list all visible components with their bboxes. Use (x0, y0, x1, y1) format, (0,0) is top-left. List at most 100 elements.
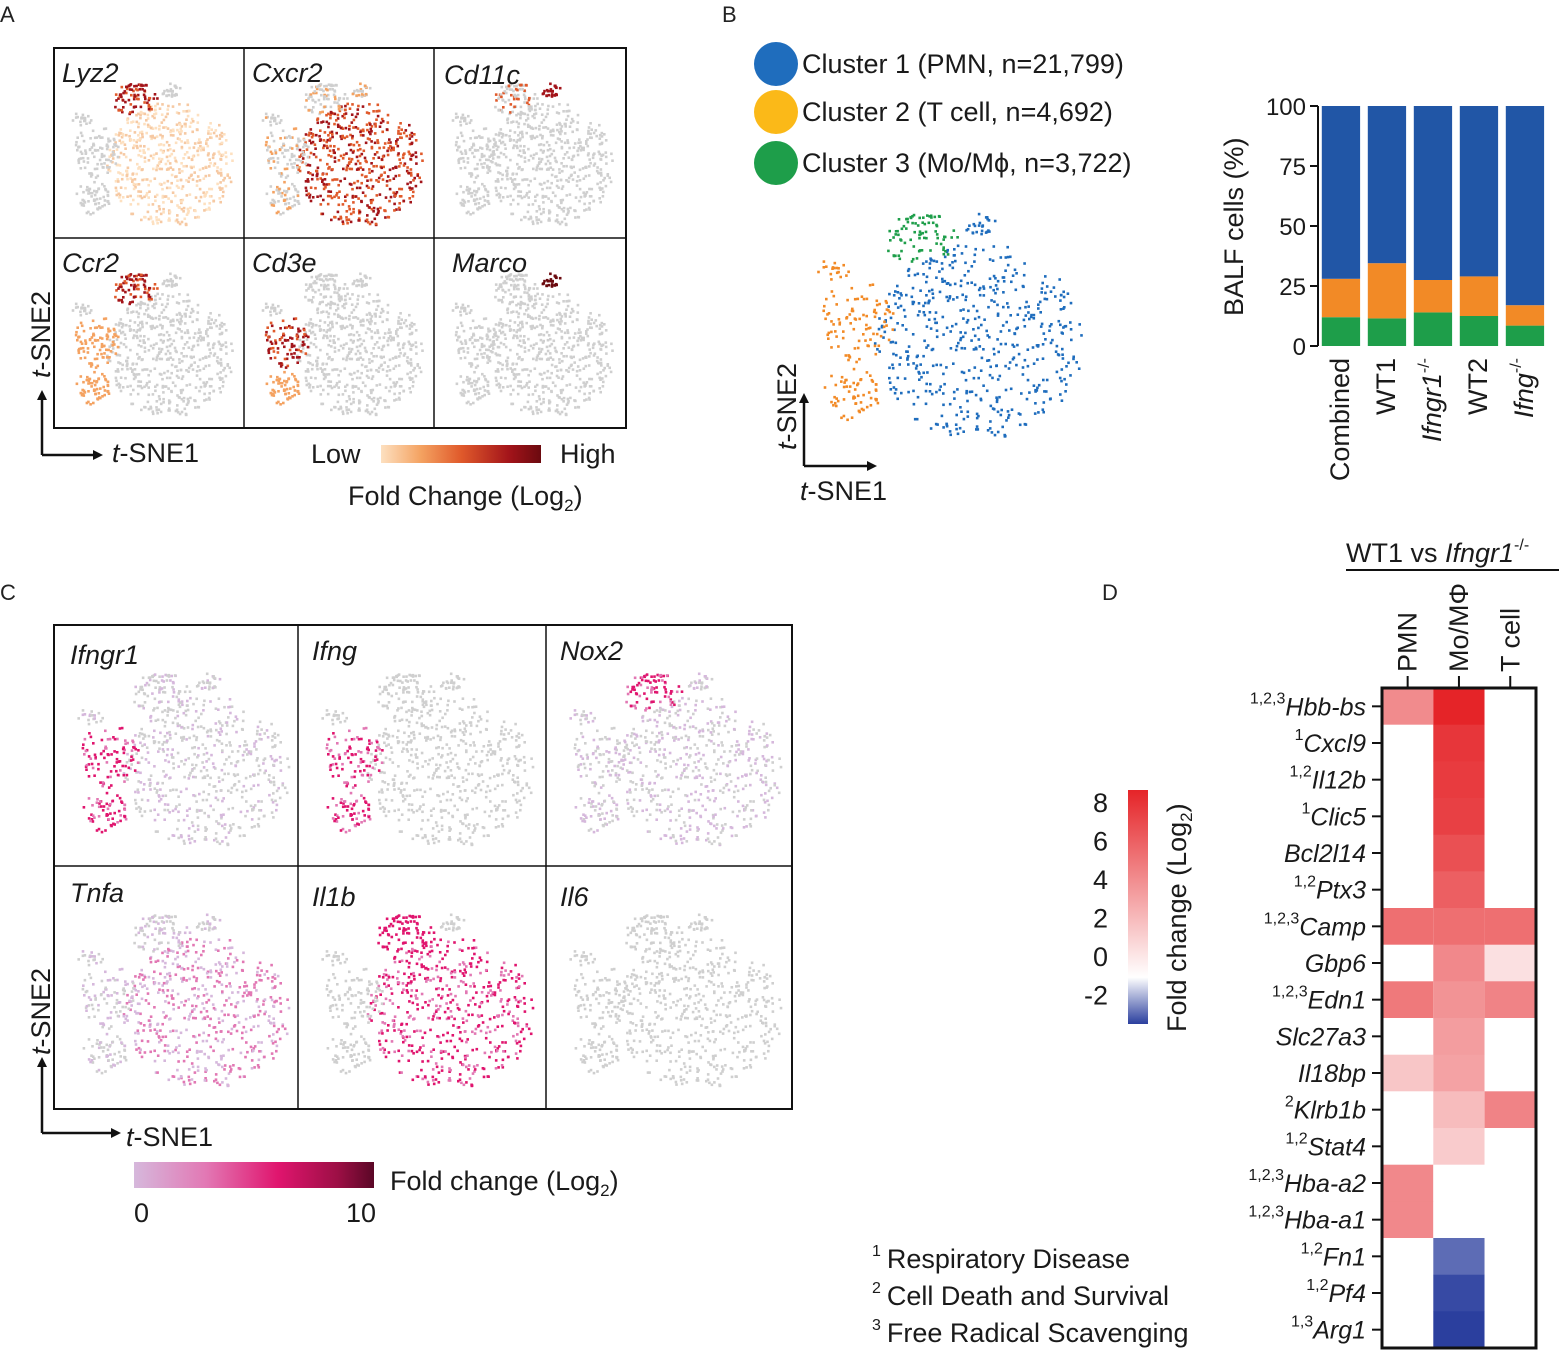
tsne-point (312, 281, 315, 285)
tsne-point (567, 400, 570, 403)
tsne-point (132, 182, 136, 186)
tsne-point (317, 98, 321, 102)
tsne-point (337, 295, 341, 298)
tsne-point (164, 385, 168, 388)
tsne-point (168, 376, 172, 380)
tsne-point (87, 189, 91, 192)
tsne-point (394, 384, 397, 387)
tsne-point (539, 333, 543, 336)
tsne-point (207, 206, 211, 210)
tsne-point (218, 376, 221, 380)
tsne-point (272, 389, 276, 393)
tsne-point (293, 199, 297, 202)
tsne-point (224, 374, 228, 378)
tsne-point (459, 120, 462, 124)
tsne-point (467, 379, 471, 382)
tsne-point (549, 130, 552, 134)
cluster-3-swatch (754, 141, 798, 185)
tsne-point (532, 97, 536, 100)
tsne-point (151, 393, 155, 396)
tsne-point (375, 300, 378, 303)
tsne-point (389, 339, 393, 342)
tsne-point (116, 178, 120, 181)
tsne-point (1000, 408, 1003, 412)
tsne-point (584, 194, 587, 197)
tsne-point (107, 137, 110, 141)
tsne-point (319, 328, 323, 331)
tsne-point (502, 343, 506, 346)
tsne-point (498, 95, 502, 98)
tsne-point (359, 323, 363, 327)
tsne-point (202, 191, 205, 194)
tsne-point (166, 298, 170, 301)
tsne-point (469, 403, 472, 406)
tsne-point (96, 207, 99, 210)
tsne-point (411, 195, 415, 198)
tsne-point (521, 133, 524, 136)
tsne-point (512, 336, 515, 340)
tsne-point (368, 130, 371, 134)
tsne-point (313, 280, 317, 283)
tsne-point (356, 338, 360, 342)
tsne-point (153, 136, 157, 140)
tsne-point (83, 201, 87, 204)
tsne-point (198, 328, 201, 331)
tsne-point (371, 185, 375, 188)
tsne-point (510, 311, 513, 314)
tsne-point (181, 388, 185, 392)
tsne-point (533, 306, 536, 310)
tsne-point (374, 412, 378, 416)
tsne-point (347, 162, 351, 165)
tsne-point (105, 166, 109, 169)
tsne-point (297, 137, 300, 141)
tsne-point (509, 111, 512, 114)
tsne-point (330, 345, 333, 348)
tsne-point (570, 117, 574, 121)
tsne-point (297, 158, 300, 162)
tsne-point (408, 332, 412, 336)
tsne-point (122, 134, 125, 137)
tsne-point (1045, 297, 1049, 301)
axis-label-rest: -SNE1 (120, 438, 200, 468)
tsne-point (314, 376, 317, 380)
tsne-point (182, 165, 185, 168)
tsne-point (587, 132, 590, 135)
tsne-point (118, 95, 122, 98)
tsne-point (588, 165, 591, 168)
legend-title-subscript: 2 (564, 496, 573, 515)
tsne-point (475, 136, 479, 139)
tsne-point (369, 368, 373, 372)
tsne-point (520, 218, 523, 222)
tsne-point (337, 315, 340, 318)
tsne-point (524, 273, 528, 277)
tsne-point (153, 303, 156, 306)
tsne-point (218, 152, 221, 156)
tsne-point (280, 146, 284, 149)
tsne-point (925, 280, 928, 284)
tsne-point (91, 319, 95, 323)
tsne-point (596, 372, 599, 376)
tsne-point (1072, 355, 1075, 359)
tsne-point (416, 364, 419, 367)
tsne-point (538, 314, 541, 318)
tsne-point (185, 403, 189, 406)
tsne-point (351, 103, 354, 106)
tsne-point (137, 183, 141, 186)
tsne-point (119, 93, 123, 96)
tsne-point (315, 277, 319, 281)
tsne-point (533, 303, 536, 306)
tsne-point (585, 142, 588, 145)
tsne-point (514, 87, 518, 91)
tsne-point (413, 176, 416, 180)
tsne-point (174, 194, 177, 198)
tsne-point (531, 325, 534, 329)
tsne-point (487, 327, 490, 331)
tsne-point (459, 310, 462, 314)
tsne-point (354, 385, 358, 388)
tsne-point (357, 294, 360, 298)
tsne-point (517, 343, 520, 347)
tsne-point (472, 144, 476, 147)
tsne-point (561, 169, 564, 173)
tsne-point (523, 156, 527, 160)
tsne-point (187, 176, 191, 180)
